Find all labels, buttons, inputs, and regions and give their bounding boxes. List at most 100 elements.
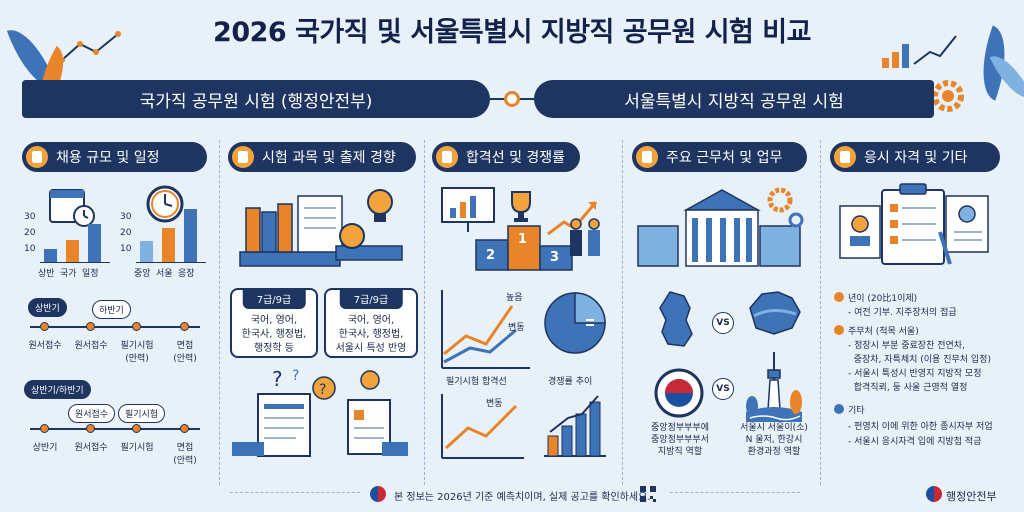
timeline-tag-both-halves: 상반기/하반기: [24, 380, 91, 399]
ministry-logo-icon: [926, 486, 942, 502]
svg-text:?: ?: [319, 382, 326, 398]
caption-central-government: 중앙정부부부에 중앙정부부부서 지방직 역할: [651, 423, 709, 457]
documents-question-icon: ? ? ?: [232, 367, 408, 457]
document-icon: [232, 146, 254, 168]
column-title: 주요 근무처 및 업무: [666, 150, 783, 166]
y-tick-label: 20: [24, 228, 36, 238]
timeline-step: 상반기: [32, 443, 58, 453]
podium-rank: 2: [486, 248, 496, 263]
government-emblem-icon: [654, 368, 704, 418]
card-tag: 7급/9급: [242, 288, 306, 309]
y-tick-label: 20: [120, 228, 132, 238]
timeline-node: [132, 322, 141, 331]
subject-card-seoul: 7급/9급 국어, 영어, 한국사, 행정법, 서울시 특성 반영: [324, 288, 418, 358]
timeline-step: 면접 (안력): [173, 443, 197, 466]
column-title: 시험 과목 및 출제 경향: [262, 150, 396, 166]
timeline-node: [86, 424, 95, 433]
vs-badge: VS: [712, 312, 734, 334]
trend-line-decoration: [59, 31, 121, 63]
y-tick-label: 10: [120, 244, 132, 254]
footer-rule: [670, 492, 800, 493]
eligibility-detail: - 여전 기부. 지주장처의 접급: [848, 308, 957, 318]
line-label-change: 변동: [486, 399, 503, 409]
timeline-step: 필기시험: [120, 443, 154, 453]
column-header-passing: 합격선 및 경쟁률: [432, 142, 580, 172]
people-growth-icon: [547, 201, 600, 256]
government-building-icon: [637, 187, 804, 267]
bar: [184, 209, 197, 262]
y-tick-label: 10: [24, 244, 36, 254]
eligibility-detail: 합격직뢰, 둥 사울 근영적 열정: [848, 383, 968, 393]
bullet-dot: [834, 404, 844, 414]
seoul-map-icon: [749, 291, 801, 335]
timeline-pill-application: 원서접수: [68, 404, 116, 423]
bar: [66, 240, 79, 262]
checklist-icon: [834, 146, 856, 168]
y-tick-label: 30: [120, 212, 132, 222]
eligibility-heading: 년이 (20比1이제): [848, 294, 918, 304]
bar: [140, 241, 153, 262]
timeline-line: [30, 428, 200, 430]
application-documents-icon: [839, 183, 989, 265]
eligibility-heading: 기타: [848, 406, 865, 416]
eligibility-detail: - 서울시 특성시 반영지 지방작 모정: [848, 369, 982, 379]
card-line: 한국사, 행정법,: [241, 329, 307, 340]
footer-brand: 행정안전부: [946, 490, 997, 503]
bullet-dot: [834, 292, 844, 302]
column-title: 합격선 및 경쟁률: [466, 150, 566, 166]
column-divider: [820, 140, 821, 485]
x-tick-label: 국가: [60, 269, 77, 279]
eligibility-detail: 중장차, 자특체치 (이용 진무처 입정): [848, 355, 991, 365]
calendar-clock-icon: [49, 189, 95, 227]
column-title: 응시 자격 및 기타: [864, 150, 968, 166]
bar-chart-growth: [544, 395, 606, 457]
chart-icon: [436, 146, 458, 168]
page-title: 2026 국가직 및 서울특별시 지방직 공무원 시험 비교: [213, 17, 811, 48]
card-tag: 7급/9급: [339, 288, 403, 309]
x-tick-label: 서울: [156, 269, 173, 279]
banner-seoul: 서울특별시 지방직 공무원 시험: [534, 80, 934, 118]
trophy-icon: [511, 191, 531, 222]
podium-chart: [475, 225, 573, 271]
line-label-change: 변동: [508, 323, 525, 333]
column-header-schedule: 채용 규모 및 일정: [22, 142, 207, 172]
eligibility-detail: - 정장시 부분 중료장찬 전연차,: [848, 341, 965, 351]
calendar-icon: [26, 146, 48, 168]
chart-caption-passing: 필기시험 합격선: [446, 377, 507, 387]
y-tick-label: 30: [24, 212, 36, 222]
footer-rule: [230, 492, 360, 493]
timeline-tag-first-half: 상반기: [28, 298, 67, 317]
column-header-eligibility: 응시 자격 및 기타: [830, 142, 1000, 172]
column-header-workplace: 주요 근무처 및 업무: [632, 142, 807, 172]
timeline-tag-second-half: 하반기: [92, 300, 131, 319]
column-title: 채용 규모 및 일정: [56, 150, 160, 166]
card-line: 국어, 영어,: [250, 315, 298, 326]
subject-card-national: 7급/9급 국어, 영어, 한국사, 행정법, 행정학 등: [230, 288, 318, 358]
chart-caption-competition: 경쟁률 추이: [548, 377, 593, 387]
card-line: 국어, 영어,: [347, 315, 395, 326]
timeline-node: [86, 322, 95, 331]
podium-rank: 1: [518, 232, 528, 247]
column-divider: [424, 140, 425, 485]
timeline-node: [40, 322, 49, 331]
timeline-step: 필기시험 (만력): [120, 341, 154, 364]
vs-badge: VS: [712, 378, 734, 400]
card-line: 한국사, 행정법,: [338, 329, 404, 340]
line-chart-trend: [441, 394, 524, 459]
timeline-line: [30, 326, 200, 328]
timeline-step: 원서접수: [28, 341, 62, 351]
card-line: 행정학 등: [254, 343, 294, 354]
timeline-step: 원서접수: [74, 443, 108, 453]
line-chart-passing-score: [441, 290, 530, 369]
eligibility-detail: - 서울시 응시자격 입에 지방첩 적금: [848, 437, 982, 447]
gear-icon: [932, 80, 964, 112]
timeline-pill-written-exam: 필기시험: [118, 404, 166, 423]
x-tick-label: 일정: [82, 269, 99, 279]
qr-code-icon: [640, 486, 656, 502]
timeline-node: [180, 424, 189, 433]
banner-national: 국가직 공무원 시험 (행정안전부): [22, 80, 490, 118]
line-label-high: 높음: [506, 293, 523, 303]
svg-text:?: ?: [292, 368, 299, 384]
bar: [162, 228, 175, 262]
x-axis: [40, 262, 110, 263]
